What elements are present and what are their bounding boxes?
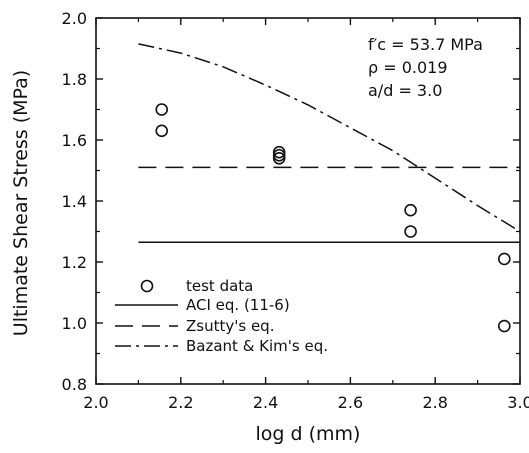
y-tick-label: 2.0 — [62, 9, 87, 28]
y-tick-label: 1.6 — [62, 131, 87, 150]
bazant-kim-line — [138, 44, 520, 232]
test-data-point — [405, 205, 416, 216]
test-data-point — [156, 125, 167, 136]
legend-label-zsutty: Zsutty's eq. — [186, 317, 274, 335]
annotation-ad: a/d = 3.0 — [368, 81, 442, 100]
legend-label-test-data: test data — [186, 277, 253, 295]
x-tick-label: 2.0 — [83, 393, 108, 412]
annotation-rho: ρ = 0.019 — [368, 58, 448, 77]
x-tick-label: 2.8 — [422, 393, 447, 412]
y-axis-label: Ultimate Shear Stress (MPa) — [10, 70, 32, 336]
x-tick-label: 2.6 — [338, 393, 363, 412]
y-tick-label: 1.4 — [62, 192, 87, 211]
test-data-point — [156, 104, 167, 115]
legend-label-aci: ACI eq. (11-6) — [186, 296, 290, 314]
y-tick-label: 0.8 — [62, 375, 87, 394]
x-tick-label: 2.4 — [253, 393, 278, 412]
y-tick-label: 1.8 — [62, 70, 87, 89]
legend-label-bazant: Bazant & Kim's eq. — [186, 337, 328, 355]
x-axis-label: log d (mm) — [256, 423, 361, 445]
x-tick-label: 3.0 — [507, 393, 529, 412]
test-data-point — [405, 226, 416, 237]
y-tick-label: 1.0 — [62, 314, 87, 333]
y-tick-label: 1.2 — [62, 253, 87, 272]
legend-marker-test-data — [142, 281, 153, 292]
test-data-point — [499, 321, 510, 332]
plot-frame — [96, 18, 520, 384]
annotation-fc: f′c = 53.7 MPa — [368, 35, 483, 54]
test-data-point — [499, 253, 510, 264]
x-tick-label: 2.2 — [168, 393, 193, 412]
legend: test data ACI eq. (11-6) Zsutty's eq. Ba… — [115, 277, 328, 355]
